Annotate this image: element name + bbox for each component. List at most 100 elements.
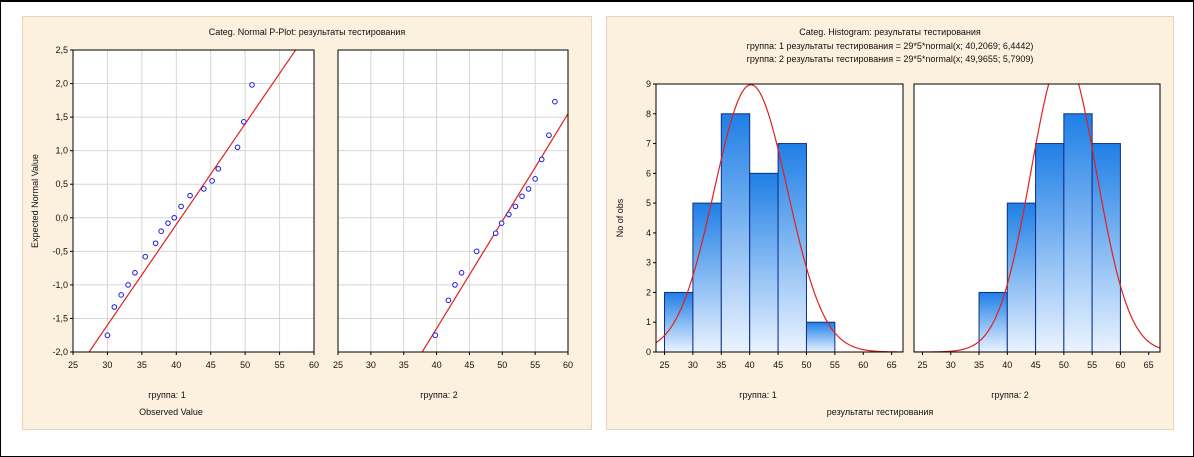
pplot-point: [158, 228, 164, 234]
pplot-point: [458, 270, 465, 276]
pplot-point: [512, 203, 519, 210]
pplot-point: [234, 144, 241, 151]
pplot-point: [165, 220, 171, 226]
hist-bar: [692, 202, 722, 353]
pplot-point: [492, 230, 499, 237]
hist-ytick-label: 7: [646, 139, 651, 149]
hist-xtick-label: 65: [887, 360, 897, 370]
hist-normal-curve-1: [656, 84, 903, 352]
pplot-point: [249, 82, 255, 88]
hist-subtitle-2: группа: 2 результаты тестирования = 29*5…: [746, 54, 1034, 64]
pplot-xtick-label: 35: [399, 360, 409, 370]
hist-bar: [1063, 113, 1093, 353]
pplot-point: [201, 186, 207, 192]
pplot-point: [187, 192, 193, 199]
pplot-ytick-label: 2,0: [55, 79, 68, 89]
hist-panel1-label: группа: 1: [739, 390, 777, 400]
normal-pplot-panel: Categ. Normal P-Plot: результаты тестиро…: [22, 16, 592, 430]
pplot-point: [111, 304, 118, 310]
pplot-xtick-label: 40: [171, 360, 181, 370]
hist-xtick-label: 60: [1115, 360, 1125, 370]
hist-ytick-label: 4: [646, 228, 651, 238]
pplot-point: [118, 292, 124, 298]
hist-xtick-label: 35: [974, 360, 984, 370]
pplot-point: [432, 332, 439, 339]
hist-xtick-label: 25: [917, 360, 927, 370]
hist-svg: 25 30 35 40 45 50 55 60 65 25 30 35 40 45 50 55 60 650123…: [615, 79, 1161, 370]
hist-title: Categ. Histogram: результаты тестировани…: [799, 27, 981, 37]
pplot-title: Categ. Normal P-Plot: результаты тестиро…: [208, 27, 406, 37]
pplot-ytick-label: -2,0: [52, 347, 68, 357]
hist-ytick-label: 6: [646, 168, 651, 178]
hist-normal-curve-2: [914, 84, 1160, 352]
hist-ylabel: No of obs: [615, 198, 625, 237]
pplot-point: [104, 332, 111, 339]
pplot-xtick-label: 25: [68, 360, 78, 370]
hist-xtick-label: 30: [946, 360, 956, 370]
pplot-point: [538, 156, 545, 163]
hist-bar: [664, 291, 694, 353]
pplot-point: [445, 297, 452, 304]
pplot-xtick-label: 40: [432, 360, 442, 370]
pplot-plot-area-1: [73, 50, 314, 352]
pplot-xtick-label: 50: [497, 360, 507, 370]
pplot-xtick-label: 30: [102, 360, 112, 370]
hist-plot-border-1: [655, 83, 904, 353]
pplot-plot-border-1: [72, 49, 315, 353]
hist-ytick-label: 3: [646, 258, 651, 268]
hist-ytick-label: 8: [646, 109, 651, 119]
pplot-point: [552, 98, 558, 105]
hist-ytick-label: 0: [646, 347, 651, 357]
pplot-ytick-label: -1,5: [52, 313, 68, 323]
top-rule: [0, 0, 1194, 1]
pplot-ytick-label: 1,5: [55, 112, 68, 122]
hist-bar: [720, 113, 751, 353]
pplot-point: [215, 165, 222, 172]
hist-xtick-label: 35: [716, 360, 726, 370]
hist-plot-border-2: [913, 83, 1161, 353]
pplot-point: [178, 203, 184, 210]
hist-ytick-label: 9: [646, 79, 651, 89]
hist-xtick-label: 65: [1144, 360, 1154, 370]
hist-xtick-label: 60: [858, 360, 868, 370]
pplot-xtick-label: 60: [309, 360, 319, 370]
hist-xtick-label: 55: [830, 360, 840, 370]
hist-bar: [1035, 143, 1065, 353]
hist-xtick-label: 50: [801, 360, 811, 370]
pplot-point: [240, 119, 247, 125]
pplot-ytick-label: 1,0: [55, 146, 68, 156]
pplot-xtick-label: 50: [240, 360, 250, 370]
hist-panel2-label: группа: 2: [991, 390, 1029, 400]
hist-xtick-label: 45: [1031, 360, 1041, 370]
pplot-plot-area-2: [338, 50, 568, 352]
pplot-xtick-label: 55: [275, 360, 285, 370]
pplot-ytick-label: 0,0: [55, 213, 68, 223]
histogram-panel: Categ. Histogram: результаты тестировани…: [606, 16, 1174, 430]
pplot-point: [152, 240, 159, 247]
pplot-xtick-label: 30: [366, 360, 376, 370]
hist-xtick-label: 40: [745, 360, 755, 370]
pplot-point: [209, 178, 215, 184]
pplot-xtick-label: 45: [464, 360, 474, 370]
hist-xtick-label: 25: [660, 360, 670, 370]
pplot-point: [498, 220, 505, 226]
pplot-point: [546, 132, 552, 139]
hist-xtick-label: 40: [1002, 360, 1012, 370]
hist-xtick-label: 50: [1059, 360, 1069, 370]
pplot-ytick-label: -0,5: [52, 246, 68, 256]
hist-bar: [777, 143, 807, 353]
hist-ytick-label: 5: [646, 198, 651, 208]
pplot-xtick-label: 45: [206, 360, 216, 370]
pplot-svg: 25 30 35 40 45 50 55 60 25 30 35 40 45 50 55 60 2,5 2,0 1,…: [30, 45, 573, 370]
pplot-ytick-label: -1,0: [52, 280, 68, 290]
pplot-panel1-label: группа: 1: [148, 390, 186, 400]
pplot-xtick-label: 35: [137, 360, 147, 370]
pplot-xtick-label: 60: [563, 360, 573, 370]
hist-ytick-label: 2: [646, 287, 651, 297]
pplot-point: [171, 214, 178, 221]
pplot-xtick-label: 55: [530, 360, 540, 370]
pplot-point: [125, 282, 131, 288]
pplot-point: [532, 176, 538, 182]
pplot-plot-border-2: [337, 49, 569, 353]
pplot-point: [142, 253, 149, 260]
